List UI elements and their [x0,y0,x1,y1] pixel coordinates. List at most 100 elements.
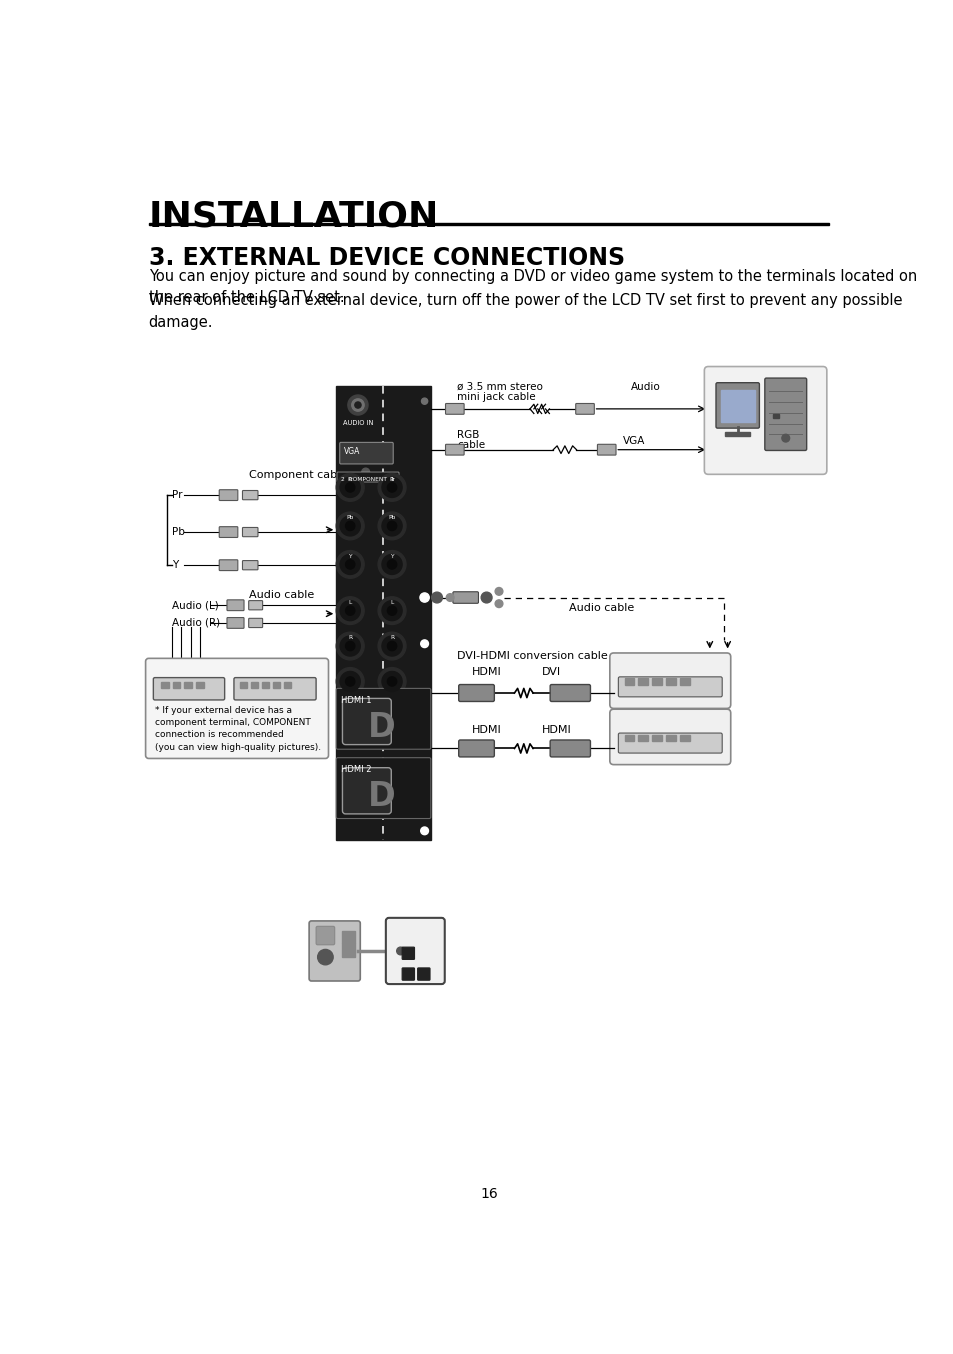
Circle shape [345,642,355,651]
Circle shape [335,512,364,540]
Circle shape [345,521,355,531]
Text: 2  COMPONENT  1: 2 COMPONENT 1 [341,477,395,482]
Circle shape [387,607,396,615]
Circle shape [345,483,355,492]
Text: Audio cable: Audio cable [568,603,634,613]
Bar [624,678,633,685]
Circle shape [352,399,364,412]
Text: D: D [368,711,395,745]
Circle shape [345,607,355,615]
Circle shape [377,551,406,578]
Circle shape [419,593,429,603]
Circle shape [480,592,492,603]
Text: HDMI: HDMI [541,724,571,735]
Circle shape [377,512,406,540]
Circle shape [387,521,396,531]
Circle shape [355,402,360,408]
Circle shape [335,474,364,501]
Bar [666,735,675,741]
Circle shape [335,551,364,578]
Text: HDMI 2: HDMI 2 [340,765,371,774]
Circle shape [387,559,396,569]
Bar [335,386,431,839]
Circle shape [335,632,364,659]
FancyBboxPatch shape [219,559,237,570]
Circle shape [340,478,360,497]
FancyBboxPatch shape [249,619,262,627]
Bar [652,678,661,685]
Circle shape [340,516,360,536]
Text: You can enjoy picture and sound by connecting a DVD or video game system to the : You can enjoy picture and sound by conne… [149,268,916,306]
Text: Audio (R): Audio (R) [172,617,220,628]
Text: cable: cable [456,440,485,451]
FancyBboxPatch shape [219,490,237,501]
Text: HDMI: HDMI [472,724,501,735]
Circle shape [381,478,402,497]
Text: Component cable: Component cable [249,470,347,481]
FancyBboxPatch shape [219,527,237,538]
Bar [720,390,754,422]
Text: Y: Y [348,554,352,559]
FancyBboxPatch shape [618,733,721,753]
Text: mini jack cable: mini jack cable [456,391,536,402]
Circle shape [495,600,502,608]
FancyBboxPatch shape [550,741,590,757]
FancyBboxPatch shape [242,528,257,536]
FancyBboxPatch shape [764,378,806,451]
Bar [184,682,192,688]
Text: HDMI: HDMI [472,666,501,677]
FancyBboxPatch shape [242,490,257,500]
Circle shape [340,672,360,692]
FancyBboxPatch shape [335,688,431,749]
Text: Pb: Pb [346,515,354,520]
Bar [679,735,689,741]
Bar [342,932,355,944]
Circle shape [387,642,396,651]
FancyBboxPatch shape [609,709,730,765]
Text: INSTALLATION: INSTALLATION [149,199,438,233]
FancyBboxPatch shape [335,758,431,819]
FancyBboxPatch shape [249,601,262,609]
Bar [251,682,257,688]
Circle shape [781,435,789,441]
Text: DVI-HDMI conversion cable: DVI-HDMI conversion cable [456,651,607,662]
Circle shape [361,468,369,475]
FancyBboxPatch shape [445,444,464,455]
Text: Audio (L): Audio (L) [172,600,218,611]
FancyBboxPatch shape [242,561,257,570]
Text: 16: 16 [479,1186,497,1201]
FancyBboxPatch shape [402,968,415,980]
FancyBboxPatch shape [342,768,391,814]
FancyBboxPatch shape [445,403,464,414]
Bar [172,682,180,688]
Circle shape [381,554,402,574]
Text: VGA: VGA [344,447,360,456]
FancyBboxPatch shape [342,699,391,745]
Circle shape [495,588,502,596]
Text: L: L [390,600,394,605]
FancyBboxPatch shape [597,444,616,455]
Circle shape [345,677,355,686]
Bar [652,735,661,741]
FancyBboxPatch shape [417,968,430,980]
FancyBboxPatch shape [233,677,315,700]
FancyBboxPatch shape [402,946,415,960]
Text: R: R [348,635,352,640]
Bar [161,682,169,688]
FancyBboxPatch shape [227,600,244,611]
Circle shape [420,640,428,647]
Circle shape [377,597,406,624]
Text: Pr: Pr [172,490,182,500]
Text: HDMI 1: HDMI 1 [340,696,371,705]
FancyBboxPatch shape [458,685,494,701]
Text: Audio: Audio [630,382,659,391]
Bar [772,414,778,418]
FancyBboxPatch shape [609,653,730,708]
Text: * If your external device has a
component terminal, COMPONENT
connection is reco: * If your external device has a componen… [154,705,321,751]
Text: R: R [390,635,394,640]
FancyBboxPatch shape [146,658,328,758]
Text: L: L [348,600,352,605]
Bar [273,682,279,688]
Bar [679,678,689,685]
Bar [638,678,647,685]
